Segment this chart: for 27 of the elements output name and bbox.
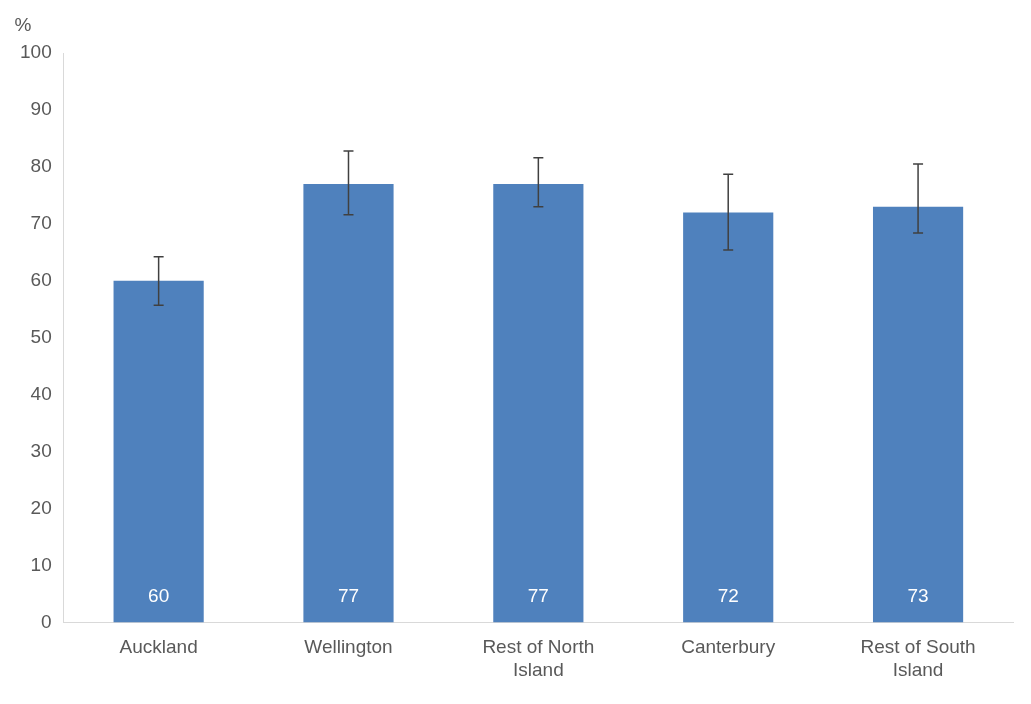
y-tick-label: 100 [20, 41, 52, 63]
bar [683, 212, 774, 623]
y-tick-label: 80 [30, 155, 52, 177]
y-axis-title: % [14, 14, 32, 36]
x-tick-label: Rest of South Island [860, 636, 976, 680]
x-tick-label: Rest of North Island [482, 636, 595, 680]
data-label: 73 [907, 584, 929, 606]
bar [303, 183, 394, 623]
y-tick-label: 10 [30, 553, 52, 575]
y-tick-label: 70 [30, 212, 52, 234]
y-tick-label: 0 [41, 610, 52, 632]
bar [113, 280, 204, 623]
data-label: 77 [527, 584, 549, 606]
y-tick-label: 20 [30, 496, 52, 518]
data-label: 60 [148, 584, 170, 606]
x-tick-label: Wellington [304, 636, 393, 658]
data-label: 72 [717, 584, 739, 606]
x-tick-label: Canterbury [681, 636, 776, 658]
x-tick-label: Auckland [119, 636, 198, 658]
bar [493, 183, 584, 623]
y-tick-label: 30 [30, 439, 52, 461]
bar [872, 206, 964, 623]
y-tick-label: 60 [30, 268, 52, 290]
y-tick-label: 40 [30, 382, 52, 404]
y-tick-label: 50 [30, 325, 52, 347]
y-tick-label: 90 [30, 98, 52, 120]
data-label: 77 [337, 584, 360, 606]
